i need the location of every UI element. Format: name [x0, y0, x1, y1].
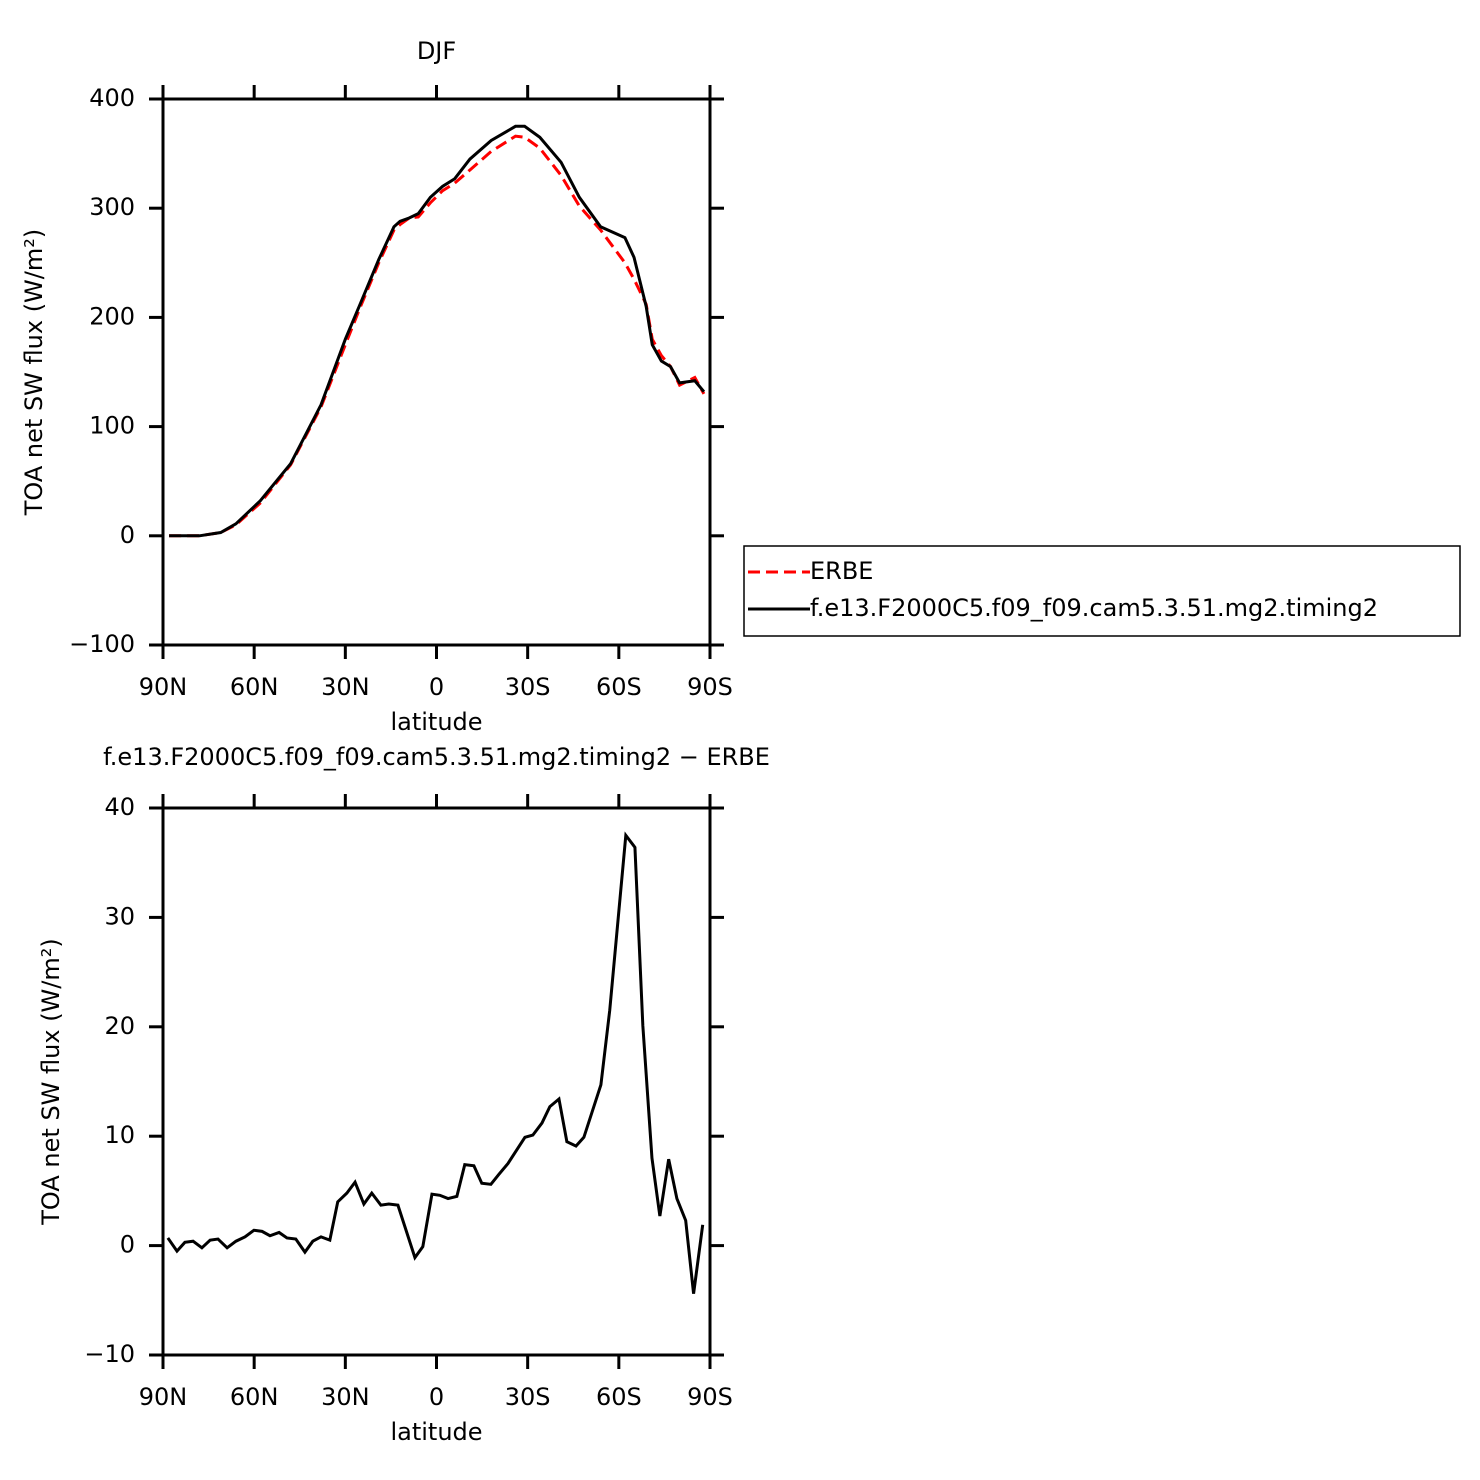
chart-title: DJF [417, 37, 456, 65]
y-tick-label: 20 [104, 1012, 135, 1040]
y-tick-label: −10 [84, 1340, 135, 1368]
y-tick-label: −100 [69, 630, 135, 658]
legend-label: f.e13.F2000C5.f09_f09.cam5.3.51.mg2.timi… [810, 594, 1378, 622]
x-tick-label: 0 [429, 1383, 444, 1411]
y-tick-label: 400 [89, 84, 135, 112]
y-tick-label: 0 [120, 521, 135, 549]
y-tick-label: 200 [89, 302, 135, 330]
plot-frame [161, 97, 712, 647]
y-tick-label: 40 [104, 793, 135, 821]
x-tick-label: 0 [429, 673, 444, 701]
x-tick-label: 30N [321, 673, 370, 701]
legend-box [743, 545, 1461, 637]
x-tick-label: 90S [687, 673, 733, 701]
x-tick-label: 90N [139, 1383, 188, 1411]
data-line [166, 831, 705, 1294]
x-tick-label: 90N [139, 673, 188, 701]
legend-label: ERBE [810, 557, 873, 585]
data-line [169, 134, 706, 538]
y-tick-label: 100 [89, 412, 135, 440]
x-tick-label: 30N [321, 1383, 370, 1411]
y-axis-label: TOA net SW flux (W/m²) [37, 938, 65, 1226]
x-tick-label: 30S [505, 1383, 551, 1411]
x-axis-label: latitude [390, 1418, 482, 1446]
x-axis-label: latitude [390, 708, 482, 736]
x-tick-label: 60N [230, 1383, 279, 1411]
x-tick-label: 60S [596, 673, 642, 701]
y-tick-label: 10 [104, 1121, 135, 1149]
x-tick-label: 90S [687, 1383, 733, 1411]
y-tick-label: 300 [89, 193, 135, 221]
plot-frame [161, 806, 712, 1357]
y-axis-label: TOA net SW flux (W/m²) [20, 229, 48, 517]
x-tick-label: 60N [230, 673, 279, 701]
chart-title: f.e13.F2000C5.f09_f09.cam5.3.51.mg2.timi… [103, 743, 770, 771]
data-line [169, 124, 706, 538]
y-tick-label: 0 [120, 1231, 135, 1259]
x-tick-label: 30S [505, 673, 551, 701]
y-tick-label: 30 [104, 902, 135, 930]
x-tick-label: 60S [596, 1383, 642, 1411]
